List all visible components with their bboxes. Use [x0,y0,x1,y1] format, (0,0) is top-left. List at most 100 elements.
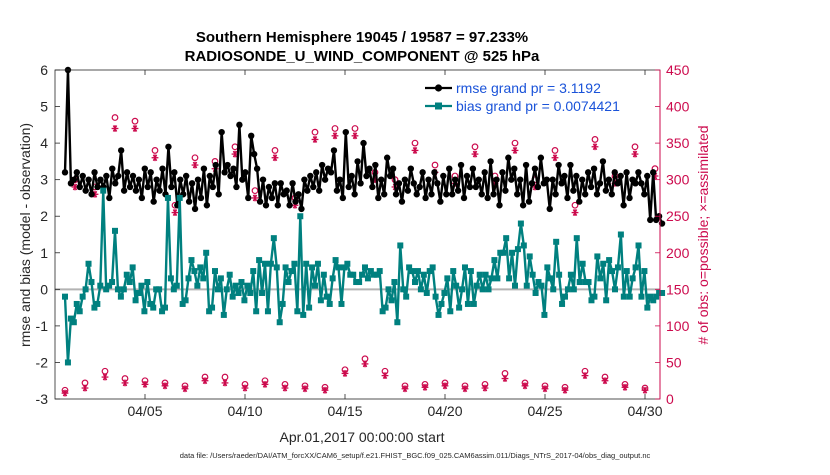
obs-possible-point [551,147,559,154]
bias-point [632,264,639,271]
rmse-point [516,176,524,183]
rmse-point [115,172,122,180]
x-tick-label: 04/15 [327,403,362,419]
bias-point [82,286,89,293]
rmse-point [339,194,347,202]
y-right-tick-label: 200 [666,245,690,261]
bias-point [653,293,660,300]
y-right-tick-label: 450 [666,62,690,78]
rmse-point [318,161,326,169]
rmse-point [484,194,491,202]
rmse-point [321,176,329,183]
y-axis-right-label: # of obs: o=possible; ×=assimilated [695,125,711,344]
y-left-tick-label: -3 [36,391,49,407]
obs-assimilated-point [401,385,409,393]
bias-point [156,286,163,293]
rmse-point [457,161,465,169]
rmse-point [499,169,506,176]
rmse-point [440,172,447,180]
rmse-point [460,194,468,202]
obs-assimilated-point [331,132,339,140]
rmse-point [91,169,98,176]
rmse-point [250,150,258,158]
rmse-point [236,121,243,129]
rmse-point [505,154,512,161]
obs-possible-point [111,114,119,121]
rmse-point [120,187,128,194]
bias-point [435,311,442,318]
rmse-point [253,165,261,172]
bias-point [423,289,430,296]
bias-point [135,289,142,296]
bias-point [223,286,230,293]
rmse-point [638,180,645,187]
y-left-tick-label: 1 [40,245,48,261]
rmse-point [168,183,175,191]
rmse-point [310,183,317,191]
rmse-point [185,198,193,205]
bias-point [623,268,630,275]
rmse-point [342,128,349,136]
rmse-point [493,176,500,183]
bias-point [312,282,318,289]
rmse-point [259,176,267,183]
rmse-point [413,191,420,198]
rmse-point [360,139,367,147]
bias-point [556,271,563,278]
legend-label-bias: bias grand pr = 0.0074421 [456,98,620,114]
bias-point [85,260,92,267]
rmse-point [277,180,284,187]
obs-assimilated-point [171,209,179,216]
bias-point [288,268,295,275]
bias-point [300,311,307,318]
rmse-point [378,176,385,183]
bias-point [106,282,113,289]
bias-point [303,260,310,267]
bias-point [273,264,280,271]
bias-point [188,257,195,264]
bias-point [491,257,498,264]
rmse-point [635,169,642,176]
rmse-point [188,180,196,187]
obs-assimilated-point [621,383,629,391]
x-tick-label: 04/30 [627,403,662,419]
rmse-point [490,191,497,198]
bias-point [612,286,618,293]
bias-point [279,300,286,307]
rmse-point [197,194,205,202]
bias-point [559,300,566,307]
bias-point [141,308,148,315]
axes-layer: 04/05 04/10 04/15 04/20 04/25 04/30 -3 -2 -1 0 1 2 3… [36,62,690,419]
bias-point [403,293,410,300]
rmse-point [401,176,409,183]
bias-point [453,282,460,289]
bias-point [126,279,133,286]
rmse-point [392,191,400,198]
bias-point [376,268,383,275]
chart-title-line2: RADIOSONDE_U_WIND_COMPONENT @ 525 hPa [185,48,540,65]
bias-point [373,271,380,278]
rmse-point [475,176,482,183]
rmse-point [626,194,633,202]
x-tick-label: 04/05 [127,403,162,419]
bias-point [412,279,418,286]
obs-assimilated-point [511,147,519,154]
bias-point [485,286,492,293]
rmse-point [256,198,264,205]
obs-assimilated-point [421,383,429,391]
bias-point [544,264,551,271]
x-tick-label: 04/10 [227,403,262,419]
chart-title-line1: Southern Hemisphere 19045 / 19587 = 97.2… [196,29,528,46]
bias-point [235,289,242,296]
bias-point [520,242,527,249]
rmse-point [422,194,429,202]
x-tick-label: 04/20 [427,403,462,419]
bias-point [344,260,351,267]
rmse-point [144,183,151,191]
legend-marker-bias [435,102,442,110]
y-left-tick-label: 6 [40,62,48,78]
rmse-point [372,161,379,169]
obs-assimilated-point [581,372,589,380]
rmse-point [150,198,157,205]
